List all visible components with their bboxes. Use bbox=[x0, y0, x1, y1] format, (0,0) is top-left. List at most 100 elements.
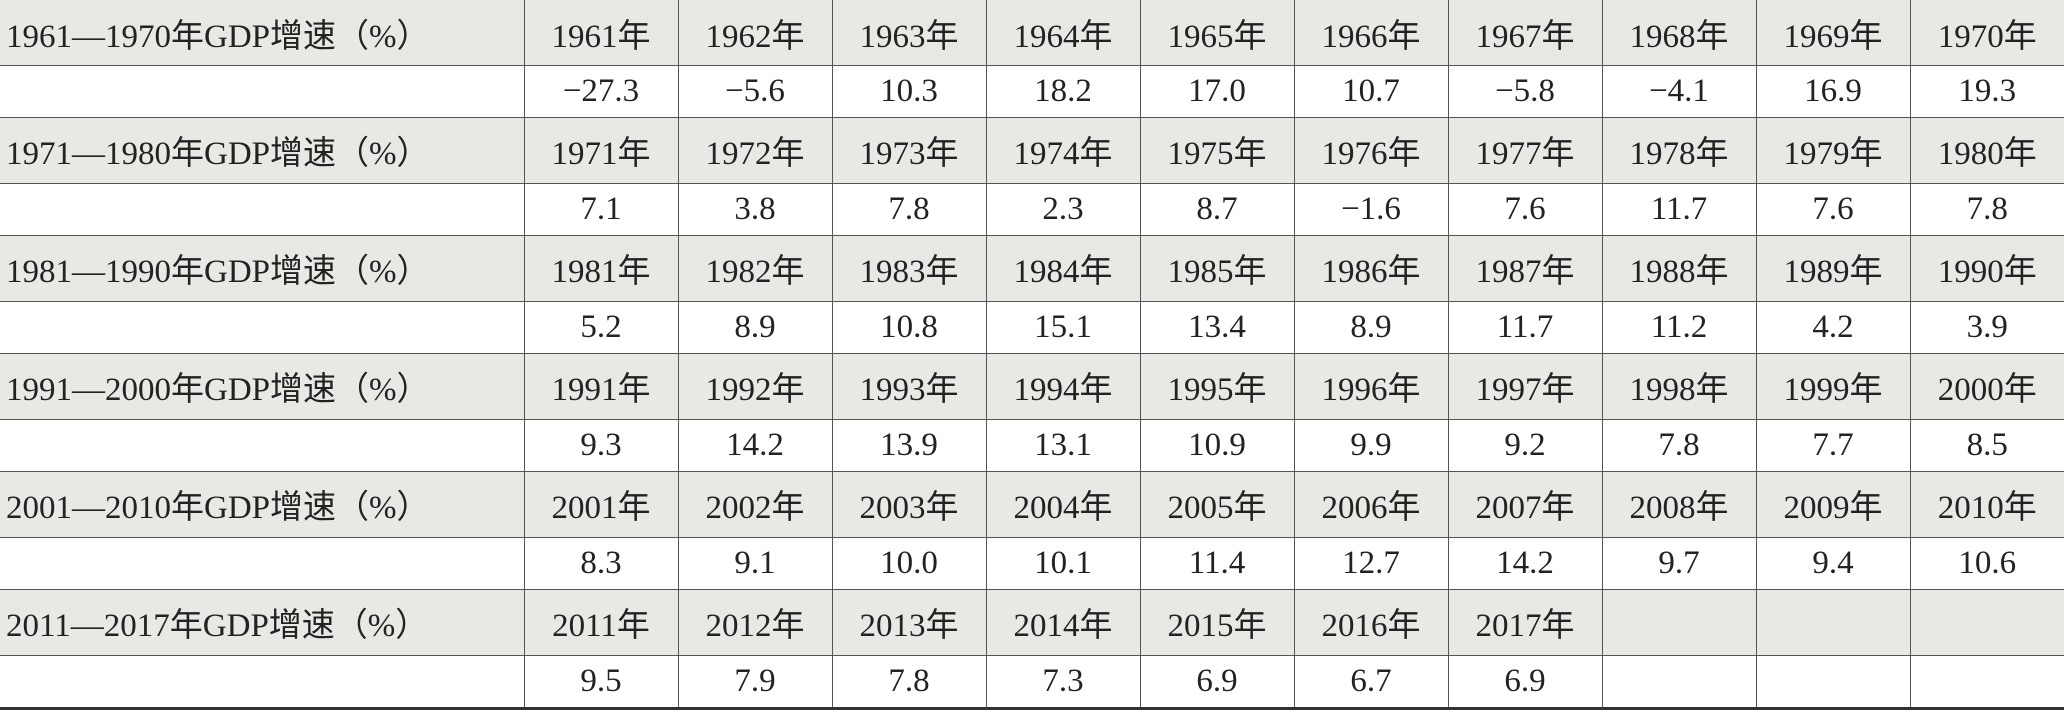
year-cell: 1974年 bbox=[985, 116, 1141, 185]
year-cell: 2004年 bbox=[985, 470, 1141, 539]
value-cell: 17.0 bbox=[1139, 65, 1295, 118]
year-cell: 2017年 bbox=[1447, 588, 1603, 657]
year-cell: 2011年 bbox=[523, 588, 679, 657]
group-label: 1961—1970年GDP增速（%） bbox=[0, 0, 525, 67]
value-cell: 7.6 bbox=[1755, 183, 1911, 236]
value-cell: 3.9 bbox=[1909, 301, 2064, 354]
value-cell: 13.9 bbox=[831, 419, 987, 472]
header-row: 1971—1980年GDP增速（%） 1971年 1972年 1973年 1974年 19… bbox=[0, 116, 2064, 185]
year-cell: 1992年 bbox=[677, 352, 833, 421]
year-cell: 1994年 bbox=[985, 352, 1141, 421]
year-cell: 1973年 bbox=[831, 116, 987, 185]
value-cell: 9.7 bbox=[1601, 537, 1757, 590]
year-cell: 1997年 bbox=[1447, 352, 1603, 421]
empty-cell bbox=[1909, 655, 2064, 709]
empty-cell bbox=[1909, 588, 2064, 657]
value-cell: 10.9 bbox=[1139, 419, 1295, 472]
value-cell: 13.4 bbox=[1139, 301, 1295, 354]
group-label: 1981—1990年GDP增速（%） bbox=[0, 234, 525, 303]
value-cell: 11.7 bbox=[1447, 301, 1603, 354]
value-row: 8.3 9.1 10.0 10.1 11.4 12.7 14.2 9.7 9.4 10.6 bbox=[0, 537, 2064, 590]
year-cell: 1967年 bbox=[1447, 0, 1603, 67]
header-row: 1991—2000年GDP增速（%） 1991年 1992年 1993年 1994年 19… bbox=[0, 352, 2064, 421]
year-cell: 1961年 bbox=[523, 0, 679, 67]
value-cell: 11.4 bbox=[1139, 537, 1295, 590]
value-cell: 9.1 bbox=[677, 537, 833, 590]
year-cell: 2007年 bbox=[1447, 470, 1603, 539]
year-cell: 1987年 bbox=[1447, 234, 1603, 303]
year-cell: 1972年 bbox=[677, 116, 833, 185]
year-cell: 1982年 bbox=[677, 234, 833, 303]
empty-cell bbox=[1755, 655, 1911, 709]
value-cell: 12.7 bbox=[1293, 537, 1449, 590]
value-cell: 7.9 bbox=[677, 655, 833, 709]
value-row: 7.1 3.8 7.8 2.3 8.7 −1.6 7.6 11.7 7.6 7.8 bbox=[0, 183, 2064, 236]
value-cell: 10.3 bbox=[831, 65, 987, 118]
header-row: 1981—1990年GDP增速（%） 1981年 1982年 1983年 1984年 19… bbox=[0, 234, 2064, 303]
value-cell: 10.7 bbox=[1293, 65, 1449, 118]
value-cell: 10.0 bbox=[831, 537, 987, 590]
year-cell: 2013年 bbox=[831, 588, 987, 657]
header-row: 2011—2017年GDP增速（%） 2011年 2012年 2013年 2014年 20… bbox=[0, 588, 2064, 657]
value-cell: 9.3 bbox=[523, 419, 679, 472]
value-cell: 16.9 bbox=[1755, 65, 1911, 118]
year-cell: 1986年 bbox=[1293, 234, 1449, 303]
value-cell: 6.9 bbox=[1447, 655, 1603, 709]
value-cell: 11.2 bbox=[1601, 301, 1757, 354]
value-cell: −5.8 bbox=[1447, 65, 1603, 118]
value-cell: 8.9 bbox=[1293, 301, 1449, 354]
year-cell: 2010年 bbox=[1909, 470, 2064, 539]
value-cell: 6.9 bbox=[1139, 655, 1295, 709]
year-cell: 1963年 bbox=[831, 0, 987, 67]
year-cell: 1981年 bbox=[523, 234, 679, 303]
value-cell: 10.8 bbox=[831, 301, 987, 354]
value-cell: 2.3 bbox=[985, 183, 1141, 236]
empty-cell bbox=[0, 301, 525, 354]
value-cell: 7.1 bbox=[523, 183, 679, 236]
value-cell: 3.8 bbox=[677, 183, 833, 236]
year-cell: 2014年 bbox=[985, 588, 1141, 657]
value-cell: 8.3 bbox=[523, 537, 679, 590]
year-cell: 1962年 bbox=[677, 0, 833, 67]
year-cell: 2001年 bbox=[523, 470, 679, 539]
empty-cell bbox=[0, 65, 525, 118]
value-cell: 7.8 bbox=[1601, 419, 1757, 472]
year-cell: 1969年 bbox=[1755, 0, 1911, 67]
year-cell: 1985年 bbox=[1139, 234, 1295, 303]
value-cell: 14.2 bbox=[1447, 537, 1603, 590]
value-cell: −27.3 bbox=[523, 65, 679, 118]
value-cell: −4.1 bbox=[1601, 65, 1757, 118]
year-cell: 2016年 bbox=[1293, 588, 1449, 657]
year-cell: 1965年 bbox=[1139, 0, 1295, 67]
year-cell: 1984年 bbox=[985, 234, 1141, 303]
year-cell: 1996年 bbox=[1293, 352, 1449, 421]
empty-cell bbox=[1755, 588, 1911, 657]
year-cell: 1964年 bbox=[985, 0, 1141, 67]
year-cell: 2015年 bbox=[1139, 588, 1295, 657]
value-cell: 9.9 bbox=[1293, 419, 1449, 472]
group-label: 2011—2017年GDP增速（%） bbox=[0, 588, 525, 657]
year-cell: 2005年 bbox=[1139, 470, 1295, 539]
value-cell: 9.2 bbox=[1447, 419, 1603, 472]
group-label: 1991—2000年GDP增速（%） bbox=[0, 352, 525, 421]
value-cell: 9.5 bbox=[523, 655, 679, 709]
group-label: 1971—1980年GDP增速（%） bbox=[0, 116, 525, 185]
year-cell: 1995年 bbox=[1139, 352, 1295, 421]
value-cell: 19.3 bbox=[1909, 65, 2064, 118]
year-cell: 1993年 bbox=[831, 352, 987, 421]
year-cell: 1998年 bbox=[1601, 352, 1757, 421]
value-cell: 18.2 bbox=[985, 65, 1141, 118]
year-cell: 1989年 bbox=[1755, 234, 1911, 303]
year-cell: 1975年 bbox=[1139, 116, 1295, 185]
group-label: 2001—2010年GDP增速（%） bbox=[0, 470, 525, 539]
year-cell: 1966年 bbox=[1293, 0, 1449, 67]
year-cell: 1978年 bbox=[1601, 116, 1757, 185]
value-cell: 15.1 bbox=[985, 301, 1141, 354]
value-cell: 7.7 bbox=[1755, 419, 1911, 472]
empty-cell bbox=[0, 537, 525, 590]
year-cell: 1983年 bbox=[831, 234, 987, 303]
year-cell: 2002年 bbox=[677, 470, 833, 539]
